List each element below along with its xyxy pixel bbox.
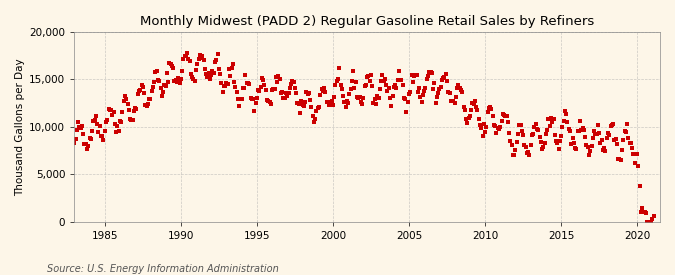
Y-axis label: Thousand Gallons per Day: Thousand Gallons per Day (15, 58, 25, 196)
Text: Source: U.S. Energy Information Administration: Source: U.S. Energy Information Administ… (47, 264, 279, 274)
Title: Monthly Midwest (PADD 2) Regular Gasoline Retail Sales by Refiners: Monthly Midwest (PADD 2) Regular Gasolin… (140, 15, 594, 28)
